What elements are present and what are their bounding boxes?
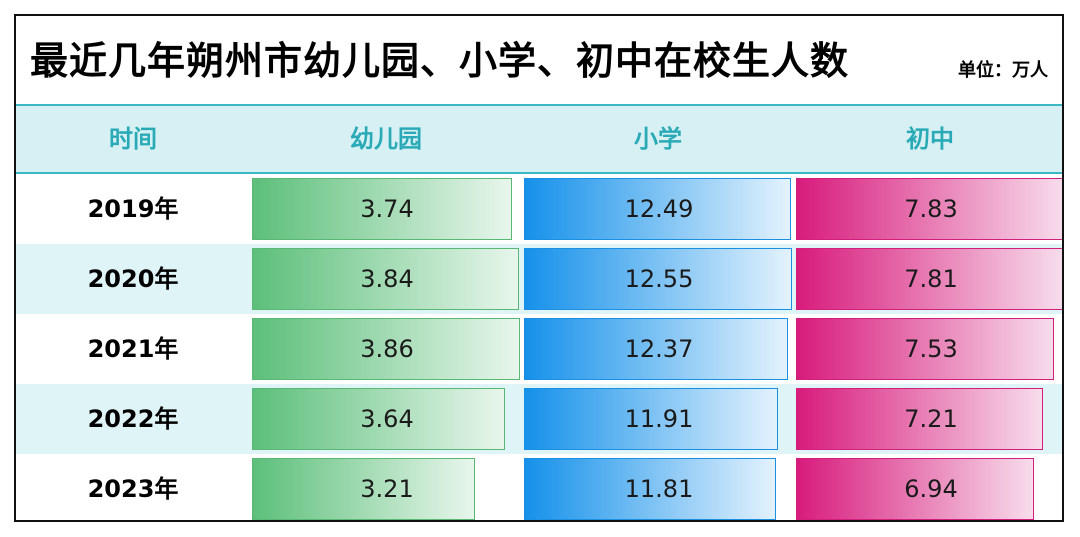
- bar-value-label: 7.83: [904, 195, 958, 223]
- bar-value-label: 3.84: [360, 265, 414, 293]
- bar-value-label: 11.81: [624, 475, 694, 503]
- title-row: 最近几年朔州市幼儿园、小学、初中在校生人数 单位：万人: [16, 16, 1062, 104]
- row-year-label: 2020年: [87, 265, 179, 293]
- bar-kindergarten: 3.64: [252, 388, 505, 450]
- unit-label: 单位：万人: [958, 60, 1048, 81]
- row-year-label: 2023年: [87, 475, 179, 503]
- bar-junior-high: 7.21: [796, 388, 1043, 450]
- bar-kindergarten: 3.21: [252, 458, 475, 520]
- bar-value-label: 7.81: [904, 265, 958, 293]
- table-row: 2022年 3.64 11.91 7.21: [16, 384, 1062, 454]
- table-header: 时间 幼儿园 小学 初中: [16, 104, 1062, 174]
- bar-primary-school: 11.91: [524, 388, 778, 450]
- table-row: 2020年 3.84 12.55 7.81: [16, 244, 1062, 314]
- bar-value-label: 6.94: [904, 475, 958, 503]
- bar-value-label: 3.64: [360, 405, 414, 433]
- bar-value-label: 3.86: [360, 335, 414, 363]
- bar-junior-high: 7.81: [796, 248, 1062, 310]
- bar-primary-school: 12.55: [524, 248, 792, 310]
- header-primary-school: 小学: [634, 125, 682, 153]
- bar-kindergarten: 3.84: [252, 248, 519, 310]
- bar-kindergarten: 3.86: [252, 318, 520, 380]
- bar-value-label: 11.91: [624, 405, 694, 433]
- bar-value-label: 12.55: [624, 265, 694, 293]
- bar-primary-school: 12.49: [524, 178, 791, 240]
- bar-value-label: 7.53: [904, 335, 958, 363]
- bar-primary-school: 12.37: [524, 318, 788, 380]
- row-year-label: 2021年: [87, 335, 179, 363]
- bar-value-label: 12.49: [624, 195, 694, 223]
- row-year-label: 2019年: [87, 195, 179, 223]
- bar-value-label: 7.21: [904, 405, 958, 433]
- table-row: 2023年 3.21 11.81 6.94: [16, 454, 1062, 520]
- bar-value-label: 12.37: [624, 335, 694, 363]
- bar-junior-high: 6.94: [796, 458, 1034, 520]
- table-row: 2021年 3.86 12.37 7.53: [16, 314, 1062, 384]
- row-year-label: 2022年: [87, 405, 179, 433]
- bar-kindergarten: 3.74: [252, 178, 512, 240]
- chart-title: 最近几年朔州市幼儿园、小学、初中在校生人数: [30, 39, 850, 83]
- bar-junior-high: 7.53: [796, 318, 1054, 380]
- bar-junior-high: 7.83: [796, 178, 1062, 240]
- bar-primary-school: 11.81: [524, 458, 776, 520]
- bar-value-label: 3.74: [360, 195, 414, 223]
- header-junior-high: 初中: [906, 125, 954, 153]
- table-row: 2019年 3.74 12.49 7.83: [16, 174, 1062, 244]
- table-frame: 最近几年朔州市幼儿园、小学、初中在校生人数 单位：万人 时间 幼儿园 小学 初中…: [14, 14, 1064, 522]
- header-time: 时间: [109, 125, 157, 153]
- header-kindergarten: 幼儿园: [350, 125, 422, 153]
- bar-value-label: 3.21: [360, 475, 414, 503]
